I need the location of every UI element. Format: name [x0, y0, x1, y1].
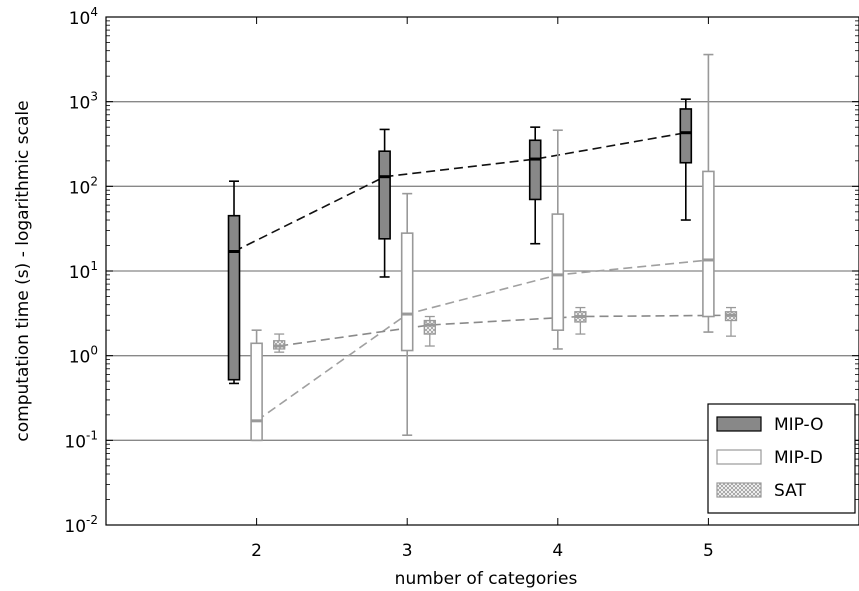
legend-item-mip-d: MIP-D	[716, 448, 823, 468]
legend-swatch	[716, 482, 762, 498]
legend-swatch	[716, 449, 762, 465]
median-trend-line-mip-d	[256, 259, 709, 422]
median-trend-line-sat	[279, 314, 732, 347]
box-mip-o-5	[679, 98, 693, 221]
y-axis-label: computation time (s) - logarithmic scale	[13, 100, 33, 441]
legend-item-sat: SAT	[716, 481, 806, 501]
legend-swatch	[716, 416, 762, 432]
box-iqr	[400, 232, 414, 352]
box-mip-o-4	[528, 126, 542, 245]
series-layer	[227, 53, 738, 442]
box-sat-3	[423, 315, 436, 347]
box-mip-d-4	[551, 129, 565, 350]
legend-label: SAT	[774, 481, 806, 501]
axes: 10-2 10-1 100 101 102 103 104 2 3 4 5	[64, 5, 859, 561]
y-tick-label: 100	[69, 344, 98, 368]
box-mip-o-2	[227, 180, 241, 385]
box-iqr	[528, 139, 542, 201]
x-tick-label: 3	[402, 541, 413, 561]
x-tick-label: 5	[703, 541, 714, 561]
legend: MIP-O MIP-D SAT	[707, 403, 856, 514]
box-iqr	[227, 214, 241, 381]
grid-lines	[106, 101, 859, 441]
y-tick-label: 101	[69, 259, 98, 283]
y-tick-label: 10-2	[64, 513, 98, 537]
box-iqr	[702, 170, 715, 318]
box-iqr	[679, 108, 693, 164]
box-iqr	[551, 213, 565, 331]
median-trend-line-mip-o	[233, 131, 686, 253]
box-iqr	[378, 150, 391, 240]
box-mip-d-5	[702, 53, 715, 333]
x-tick-label: 4	[552, 541, 563, 561]
box-iqr	[250, 342, 263, 442]
legend-label: MIP-O	[774, 415, 824, 435]
x-axis-label: number of categories	[395, 569, 578, 589]
y-tick-label: 102	[69, 174, 98, 198]
box-iqr	[423, 319, 436, 335]
y-tick-label: 10-1	[64, 428, 98, 452]
y-tick-label: 103	[69, 90, 98, 114]
legend-item-mip-o: MIP-O	[716, 415, 824, 435]
x-tick-label: 2	[251, 541, 262, 561]
box-mip-o-3	[378, 128, 391, 278]
y-tick-label: 104	[69, 5, 98, 29]
box-mip-d-3	[400, 192, 414, 436]
legend-label: MIP-D	[774, 448, 823, 468]
box-sat-2	[273, 333, 286, 353]
box-sat-5	[724, 306, 738, 337]
box-sat-4	[574, 306, 587, 335]
box-mip-d-2	[250, 329, 263, 442]
